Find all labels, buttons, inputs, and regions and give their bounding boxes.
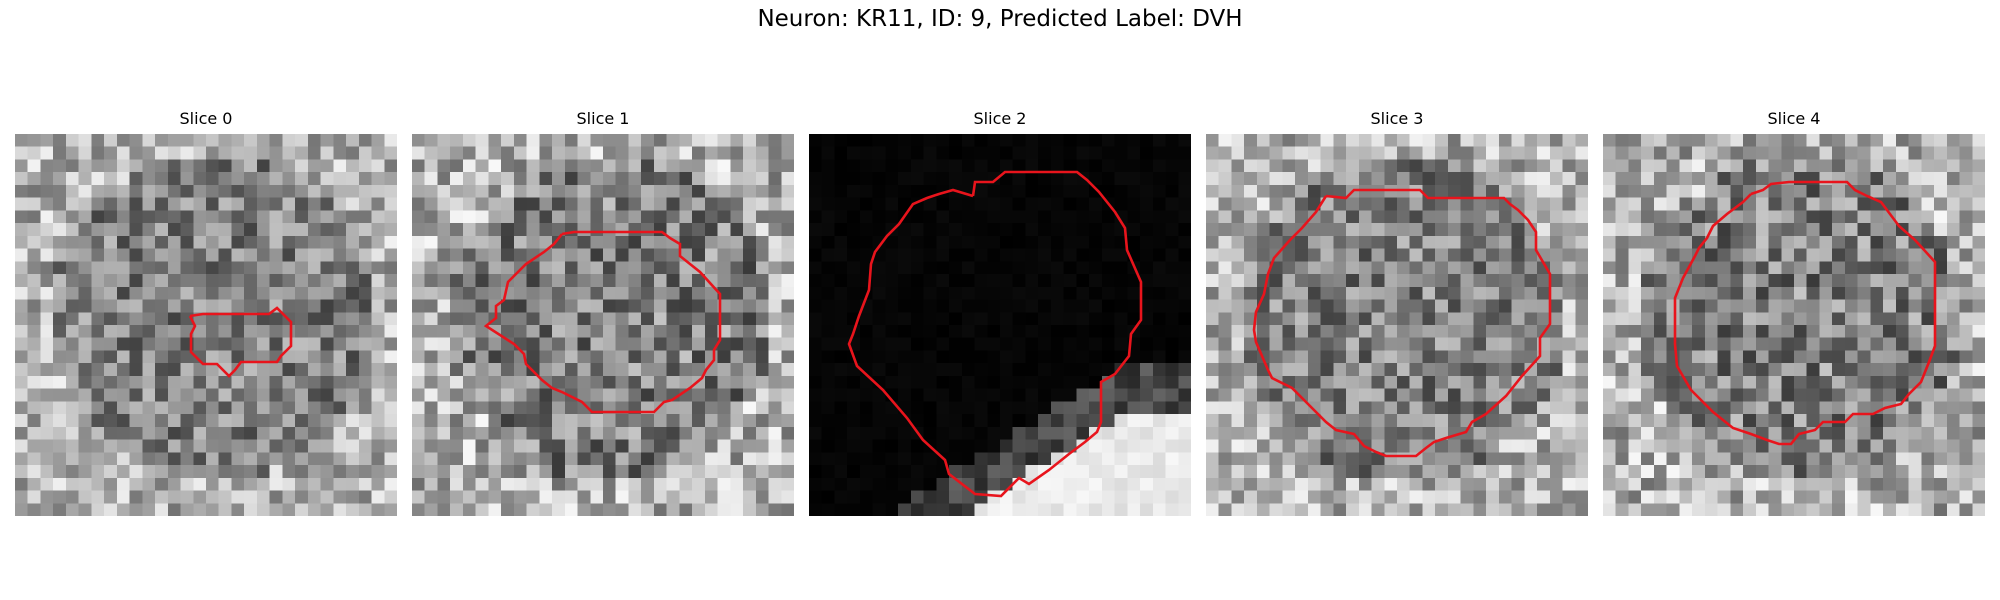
slice-title: Slice 3 (1370, 109, 1424, 128)
segmentation-contour (188, 306, 293, 378)
slice-image (15, 134, 397, 516)
figure-title: Neuron: KR11, ID: 9, Predicted Label: DV… (757, 6, 1243, 32)
slice-title: Slice 1 (576, 109, 630, 128)
slice-pixels (412, 134, 794, 516)
segmentation-contour (483, 230, 722, 414)
slice-image (1603, 134, 1985, 516)
slice-image (412, 134, 794, 516)
slice-panel-4: Slice 4 (1603, 108, 1985, 516)
slice-pixels (15, 134, 397, 516)
slice-title: Slice 4 (1767, 109, 1821, 128)
slice-title: Slice 0 (179, 109, 233, 128)
slice-panel-3: Slice 3 (1206, 108, 1588, 516)
slice-image (1206, 134, 1588, 516)
segmentation-contour (1252, 188, 1552, 458)
slice-pixels (809, 134, 1191, 516)
slice-image (809, 134, 1191, 516)
slice-pixels (1603, 134, 1985, 516)
slice-panel-0: Slice 0 (15, 108, 397, 516)
slice-panel-1: Slice 1 (412, 108, 794, 516)
segmentation-contour (847, 170, 1143, 498)
slice-panel-2: Slice 2 (809, 108, 1191, 516)
slice-title: Slice 2 (973, 109, 1027, 128)
slice-pixels (1206, 134, 1588, 516)
segmentation-contour (1673, 180, 1937, 446)
